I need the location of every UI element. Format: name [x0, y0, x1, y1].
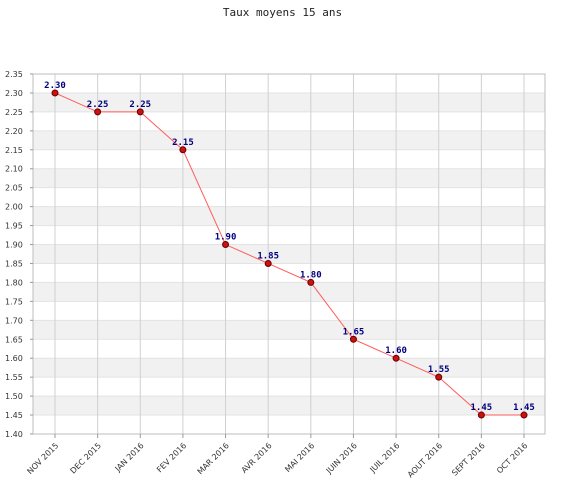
- x-tick-label: MAI 2016: [283, 441, 316, 474]
- y-axis: 1.40 1.45 1.50 1.55 1.60 1.65 1.70 1.75 1.80 1.85…: [5, 70, 33, 439]
- plot-frame: [32, 73, 546, 435]
- series-markers: [51, 89, 528, 419]
- data-point: [392, 354, 400, 362]
- grid-band: [33, 92, 545, 112]
- y-tick-label: 2.20: [5, 127, 23, 136]
- y-tick-label: 1.40: [5, 430, 23, 439]
- grid-band: [33, 282, 545, 302]
- series-line-path: [54, 92, 524, 416]
- x-tick-label: AVR 2016: [240, 441, 274, 475]
- data-point: [94, 108, 102, 116]
- y-tick-label: 1.95: [5, 222, 23, 231]
- y-tick-label: 2.10: [5, 165, 23, 174]
- y-tick-label: 1.45: [5, 411, 23, 420]
- y-tick-label: 1.50: [5, 392, 23, 401]
- y-tick-label: 2.00: [5, 203, 23, 212]
- data-label: 1.45: [513, 403, 535, 413]
- y-tick-label: 1.55: [5, 373, 23, 382]
- data-label: 1.65: [343, 327, 365, 337]
- y-tick-label: 1.90: [5, 241, 23, 250]
- data-point: [179, 146, 187, 154]
- grid-band: [33, 168, 545, 188]
- data-point: [51, 89, 59, 97]
- y-tick-label: 1.75: [5, 297, 23, 306]
- grid-band: [33, 396, 545, 416]
- grid-band: [33, 320, 545, 340]
- data-label: 1.55: [428, 365, 450, 375]
- data-point: [477, 411, 485, 419]
- y-tick-label: 1.80: [5, 278, 23, 287]
- x-tick-label: JUIN 2016: [324, 441, 359, 476]
- y-tick-label: 2.25: [5, 108, 23, 117]
- series-line: [54, 92, 524, 416]
- y-tick-label: 2.05: [5, 184, 23, 193]
- gridlines: [33, 73, 545, 435]
- data-label: 2.15: [172, 138, 194, 148]
- data-point: [307, 278, 315, 286]
- y-tick-label: 1.60: [5, 354, 23, 363]
- plot-border: [32, 73, 546, 435]
- x-tick-label: DEC 2015: [69, 441, 103, 475]
- x-tick-label: AOUT 2016: [406, 441, 444, 479]
- y-tick-label: 2.30: [5, 89, 23, 98]
- y-tick-label: 2.35: [5, 70, 23, 79]
- data-label: 1.85: [257, 251, 279, 261]
- data-labels: 2.30 2.25 2.25 2.15 1.90 1.85 1.80 1.65 1.60 1.55…: [44, 81, 535, 413]
- data-point: [349, 335, 357, 343]
- x-tick-label: FEV 2016: [155, 441, 188, 474]
- x-tick-label: OCT 2016: [495, 441, 529, 475]
- data-label: 2.30: [44, 81, 66, 91]
- x-tick-label: JUIL 2016: [368, 441, 402, 475]
- grid-band: [33, 130, 545, 150]
- data-label: 1.90: [215, 233, 237, 243]
- data-label: 2.25: [87, 100, 109, 110]
- grid-band: [33, 244, 545, 264]
- data-point: [520, 411, 528, 419]
- y-tick-label: 2.15: [5, 146, 23, 155]
- grid-band: [33, 358, 545, 378]
- x-tick-label: MAR 2016: [196, 441, 231, 476]
- data-point: [222, 241, 230, 249]
- x-tick-label: NOV 2015: [25, 441, 60, 476]
- data-label: 2.25: [129, 100, 151, 110]
- data-label: 1.80: [300, 270, 322, 280]
- chart-title: Taux moyens 15 ans: [222, 6, 343, 19]
- data-point: [435, 373, 443, 381]
- grid-band: [33, 206, 545, 226]
- y-tick-label: 1.85: [5, 259, 23, 268]
- background-bands: [33, 92, 545, 416]
- data-label: 1.60: [385, 346, 407, 356]
- data-point: [264, 259, 272, 267]
- x-tick-label: JAN 2016: [113, 441, 146, 474]
- data-point: [136, 108, 144, 116]
- data-label: 1.45: [471, 403, 493, 413]
- x-axis: NOV 2015 DEC 2015 JAN 2016 FEV 2016 MAR 2016…: [25, 434, 529, 479]
- x-tick-label: SEPT 2016: [450, 441, 487, 478]
- y-tick-label: 1.65: [5, 335, 23, 344]
- y-tick-label: 1.70: [5, 316, 23, 325]
